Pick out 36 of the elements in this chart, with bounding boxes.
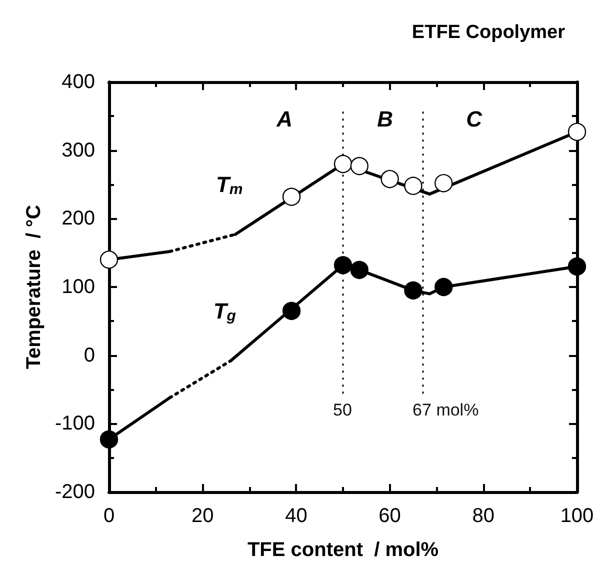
point <box>404 281 422 300</box>
annotation: B <box>377 106 394 132</box>
point <box>334 256 352 274</box>
point <box>380 170 399 188</box>
annotation: C <box>466 106 484 132</box>
y-tick-label: 100 <box>62 276 95 298</box>
y-tick-label: -200 <box>54 481 95 503</box>
x-tick-label: 20 <box>191 505 214 527</box>
x-tick-label: 40 <box>285 505 308 527</box>
point <box>100 430 118 448</box>
y-tick-label: -100 <box>54 412 95 435</box>
x-tick-label: 0 <box>103 505 115 527</box>
point <box>334 154 352 174</box>
point <box>282 302 301 320</box>
point <box>404 176 422 195</box>
point <box>350 156 368 176</box>
y-tick-label: 0 <box>84 344 95 366</box>
y-tick-label: 200 <box>62 208 95 230</box>
x-tick-label: 80 <box>472 505 495 527</box>
chart-title: ETFE Copolymer <box>412 22 566 43</box>
y-tick-label: 400 <box>62 71 95 93</box>
point <box>100 250 118 269</box>
point <box>434 174 453 192</box>
annotation: A <box>276 106 292 132</box>
x-tick-label: 100 <box>560 505 594 527</box>
y-axis-title: Temperature / °C <box>23 204 46 370</box>
point <box>568 257 586 276</box>
x-tick-label: 60 <box>378 505 401 527</box>
y-tick-label: 300 <box>62 139 95 162</box>
point <box>350 260 368 280</box>
point <box>282 188 301 206</box>
point <box>568 122 586 141</box>
ref-line-label: 67 mol% <box>412 400 479 420</box>
ref-line-label: 50 <box>333 400 352 420</box>
point <box>434 278 453 296</box>
x-axis-title: TFE content / mol% <box>247 539 439 561</box>
